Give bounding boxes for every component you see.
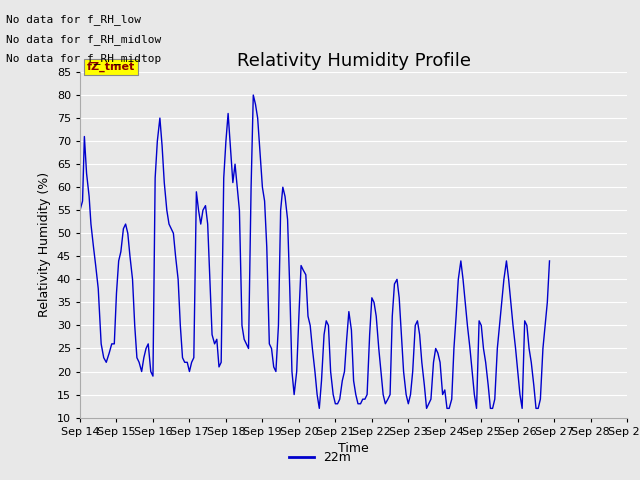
Text: No data for f_RH_midlow: No data for f_RH_midlow <box>6 34 162 45</box>
Text: No data for f_RH_midtop: No data for f_RH_midtop <box>6 53 162 64</box>
Legend: 22m: 22m <box>284 446 356 469</box>
Text: No data for f_RH_low: No data for f_RH_low <box>6 14 141 25</box>
Text: fZ_tmet: fZ_tmet <box>86 62 135 72</box>
Y-axis label: Relativity Humidity (%): Relativity Humidity (%) <box>38 172 51 317</box>
Title: Relativity Humidity Profile: Relativity Humidity Profile <box>237 52 470 71</box>
X-axis label: Time: Time <box>338 442 369 455</box>
